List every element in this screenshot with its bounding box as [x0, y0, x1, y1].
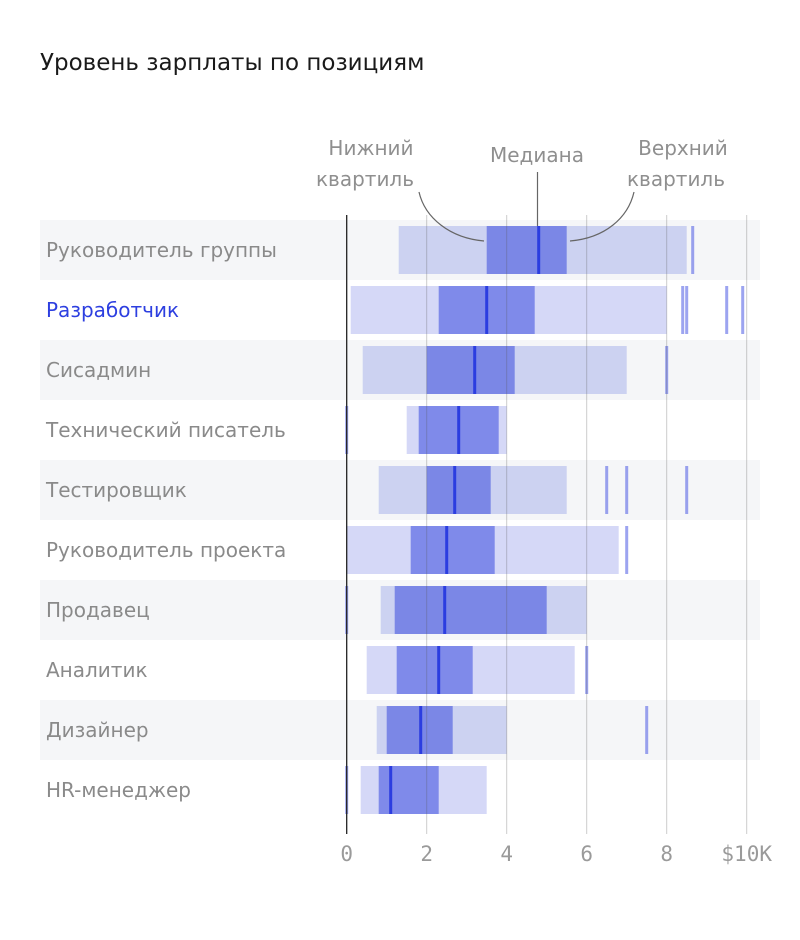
category-label: HR-менеджер	[46, 778, 191, 802]
median-line	[537, 226, 541, 274]
category-label: Разработчик	[46, 298, 179, 322]
category-label: Продавец	[46, 598, 150, 622]
gridlines	[346, 215, 748, 834]
median-line	[445, 526, 449, 574]
median-line	[485, 286, 489, 334]
iqr-box	[426, 466, 491, 514]
x-tick-label: 0	[340, 842, 353, 866]
iqr-box	[486, 226, 567, 274]
iqr-box	[378, 766, 439, 814]
median-line	[453, 466, 457, 514]
annotation-lower-quartile-line1: Нижний	[328, 136, 413, 160]
category-label: Руководитель группы	[46, 238, 277, 262]
category-label: Сисадмин	[46, 358, 151, 382]
median-line	[457, 406, 461, 454]
chart-title: Уровень зарплаты по позициям	[40, 50, 424, 76]
median-line	[389, 766, 393, 814]
outlier-mark	[625, 466, 629, 514]
legend-annotations: Нижний квартиль Медиана Верхний квартиль	[316, 136, 728, 242]
category-labels: Руководитель группы Разработчик Сисадмин Те…	[45, 238, 286, 802]
outlier-mark	[685, 286, 689, 334]
category-label: Руководитель проекта	[46, 538, 286, 562]
category-label: Аналитик	[46, 658, 148, 682]
upper-quartile-pointer	[569, 191, 635, 242]
iqr-box	[394, 586, 547, 634]
iqr-box	[426, 346, 515, 394]
outlier-mark	[691, 226, 695, 274]
outlier-mark	[725, 286, 729, 334]
lower-quartile-pointer	[418, 191, 485, 242]
outlier-mark	[741, 286, 745, 334]
median-line	[437, 646, 441, 694]
category-label: Дизайнер	[46, 718, 149, 742]
annotation-median: Медиана	[490, 143, 584, 167]
x-tick-label: 4	[500, 842, 513, 866]
outlier-mark	[585, 646, 589, 694]
category-label: Тестировщик	[45, 478, 187, 502]
outlier-mark	[665, 346, 669, 394]
category-label: Технический писатель	[45, 418, 286, 442]
median-line	[443, 586, 447, 634]
x-tick-label: 6	[580, 842, 593, 866]
median-line	[473, 346, 477, 394]
outlier-mark	[645, 706, 649, 754]
annotation-upper-quartile-line2: квартиль	[627, 167, 725, 191]
x-tick-label: 2	[420, 842, 433, 866]
box-marks	[345, 226, 745, 814]
annotation-lower-quartile-line2: квартиль	[316, 167, 414, 191]
annotation-upper-quartile-line1: Верхний	[638, 136, 728, 160]
x-tick-label: 8	[660, 842, 673, 866]
outlier-mark	[681, 286, 685, 334]
x-tick-label: $10K	[721, 842, 772, 866]
iqr-box	[396, 646, 473, 694]
outlier-mark	[625, 526, 629, 574]
x-axis-ticks: 0 2 4 6 8 $10K	[340, 842, 772, 866]
median-line	[419, 706, 423, 754]
iqr-box	[410, 526, 495, 574]
outlier-mark	[685, 466, 689, 514]
outlier-mark	[605, 466, 609, 514]
